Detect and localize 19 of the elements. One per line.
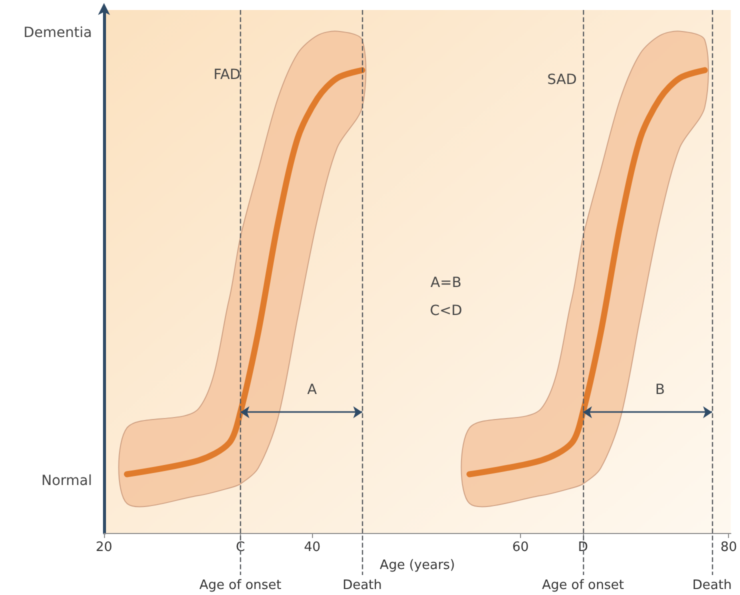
x-axis-title: Age (years) bbox=[380, 558, 456, 573]
ref-line-label: Age of onset bbox=[542, 578, 624, 593]
annotation: SAD bbox=[547, 72, 577, 88]
x-tick-label: 60 bbox=[512, 540, 529, 555]
x-tick-label: 20 bbox=[96, 540, 112, 555]
x-tick-label: C bbox=[236, 540, 245, 555]
annotation: C<D bbox=[430, 303, 462, 319]
x-tick-label: 80 bbox=[720, 540, 737, 555]
text: Normal bbox=[41, 473, 92, 489]
annotation: A bbox=[307, 382, 318, 398]
ref-line-label: Age of onset bbox=[199, 578, 282, 593]
ref-line-label: Death bbox=[342, 578, 382, 593]
x-tick-label: 40 bbox=[304, 540, 321, 555]
annotation: A=B bbox=[430, 275, 462, 291]
annotation: B bbox=[655, 382, 665, 398]
text: Dementia bbox=[24, 25, 92, 41]
x-tick-label: D bbox=[578, 540, 588, 555]
ref-line-label: Death bbox=[692, 578, 732, 593]
annotation: FAD bbox=[213, 67, 241, 83]
